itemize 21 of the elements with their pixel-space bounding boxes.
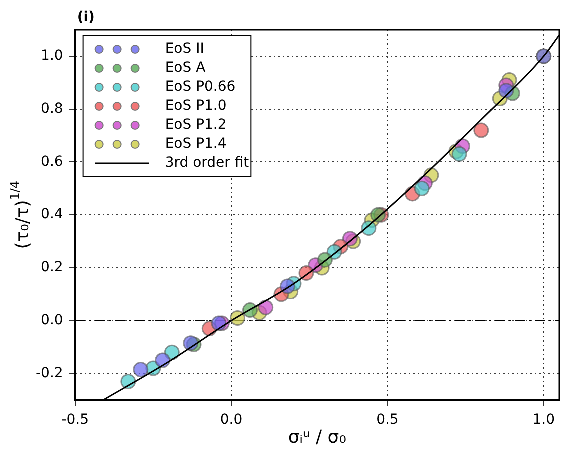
y-tick-label: -0.2 [36, 365, 64, 382]
legend-label: EoS P1.0 [165, 98, 227, 114]
y-tick-label: 0.0 [41, 312, 64, 329]
legend-label: 3rd order fit [165, 155, 250, 172]
y-tick-label: 0.4 [41, 206, 64, 223]
legend-label: EoS II [165, 41, 204, 58]
chart-title: (i) [77, 10, 95, 26]
legend-label: EoS P1.4 [165, 136, 227, 152]
legend-label: EoS A [165, 60, 206, 76]
legend-label: EoS P1.2 [165, 117, 227, 134]
x-tick-label: 0.0 [220, 412, 243, 428]
legend-label: EoS P0.66 [165, 79, 236, 96]
x-axis-title: σᵢᵘ / σ₀ [288, 426, 346, 448]
y-tick-label: 0.6 [41, 154, 64, 170]
y-tick-label: 0.8 [41, 100, 64, 117]
y-axis-title: (τ₀/τ)1/4 [8, 180, 34, 250]
y-tick-label: 0.2 [41, 260, 64, 276]
x-tick-label: 0.5 [376, 412, 399, 428]
y-tick-label: 1.0 [41, 48, 64, 64]
x-tick-label: 1.0 [532, 412, 556, 428]
x-tick-label: -0.5 [62, 412, 89, 428]
